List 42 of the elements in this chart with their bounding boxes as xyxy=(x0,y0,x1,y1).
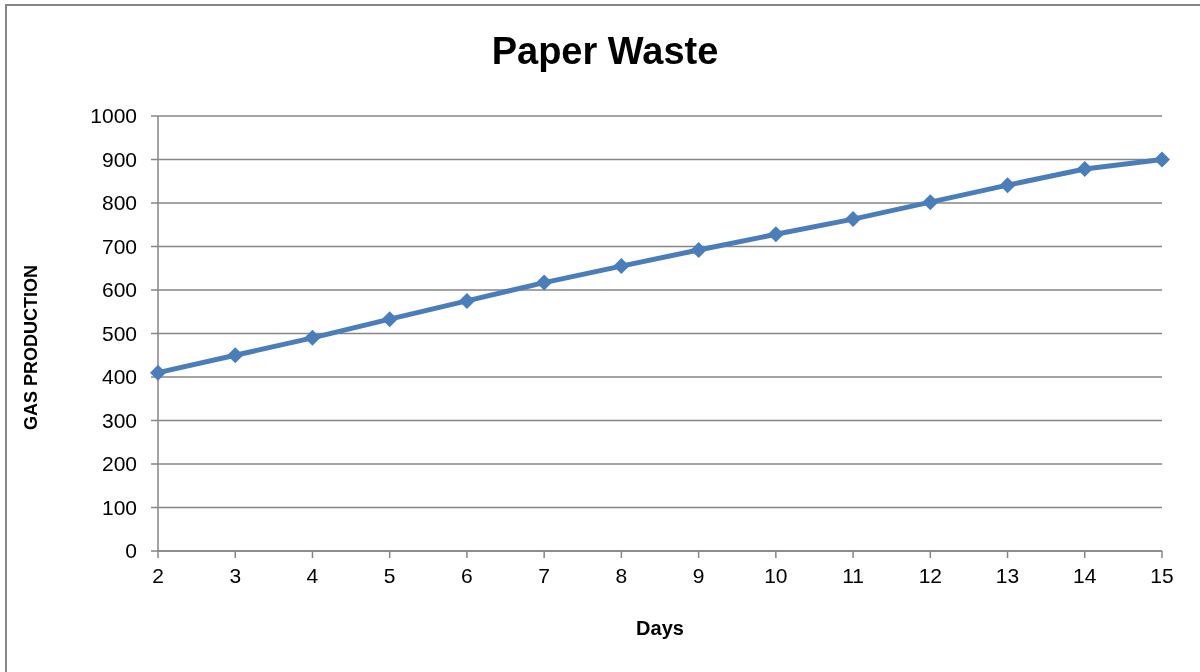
y-tick-label: 400 xyxy=(101,365,137,389)
x-tick-label: 7 xyxy=(538,563,550,587)
point xyxy=(922,194,939,211)
point xyxy=(690,241,707,258)
x-tick-label: 3 xyxy=(229,563,242,587)
y-tick-label: 1000 xyxy=(90,104,137,128)
y-tick-label: 900 xyxy=(101,147,137,171)
chart-title: Paper Waste xyxy=(490,30,720,73)
point xyxy=(227,347,244,364)
y-tick-label: 200 xyxy=(101,452,137,476)
y-tick-label: 800 xyxy=(101,191,137,215)
point xyxy=(845,211,862,228)
x-tick-label: 15 xyxy=(1150,563,1174,587)
y-tick-label: 100 xyxy=(101,495,137,519)
x-tick-label: 13 xyxy=(995,563,1020,587)
point xyxy=(1154,151,1170,168)
y-tick-label: 0 xyxy=(125,539,137,563)
x-axis-title: Days xyxy=(636,617,684,639)
x-tick-label: 10 xyxy=(764,563,788,587)
x-tick-label: 14 xyxy=(1073,563,1097,587)
y-axis-title: GAS PRODUCTION xyxy=(21,264,41,431)
x-tick-label: 11 xyxy=(842,563,864,587)
point xyxy=(381,311,398,328)
y-tick-label: 300 xyxy=(101,408,137,432)
point xyxy=(458,292,475,309)
x-tick-label: 12 xyxy=(918,563,942,587)
x-tick-label: 9 xyxy=(692,563,705,587)
y-tick-label: 500 xyxy=(101,321,137,345)
point xyxy=(1076,161,1093,178)
point xyxy=(999,177,1016,194)
point xyxy=(613,258,630,275)
point xyxy=(150,364,166,381)
x-tick-label: 6 xyxy=(461,563,473,587)
point xyxy=(536,274,553,291)
point xyxy=(304,329,321,346)
x-tick-label: 4 xyxy=(306,563,319,587)
x-tick-label: 2 xyxy=(152,563,164,587)
y-tick-label: 600 xyxy=(101,278,137,302)
x-tick-label: 5 xyxy=(383,563,396,587)
point xyxy=(767,226,784,243)
x-tick-label: 8 xyxy=(615,563,628,587)
y-tick-label: 700 xyxy=(101,234,137,258)
